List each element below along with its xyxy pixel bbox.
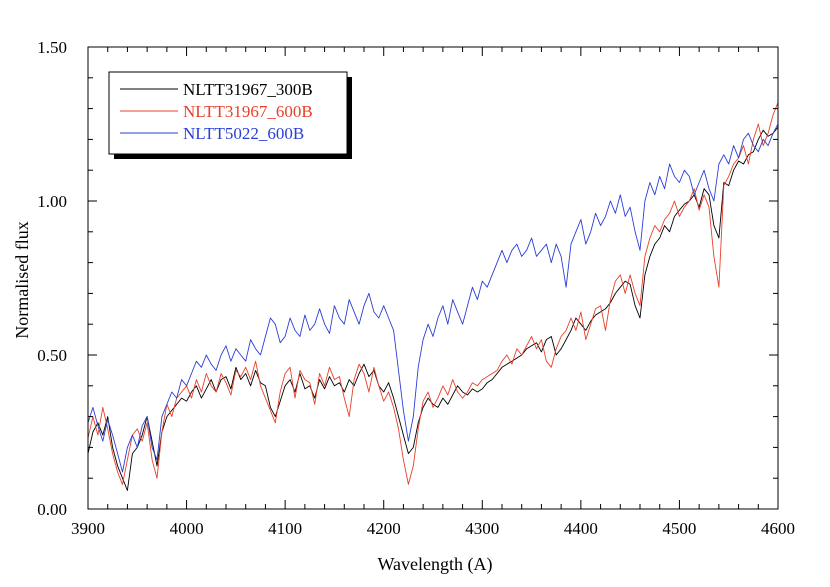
y-tick-label: 1.00 [37,192,67,211]
x-tick-label: 4100 [268,519,302,538]
legend-box [108,71,348,155]
ticks-layer [87,46,779,510]
y-tick-label: 0.50 [37,346,67,365]
plot-frame [87,46,779,510]
legend-label-nltt5022-600b: NLTT5022_600B [183,124,304,143]
series-layer [87,102,779,491]
x-tick-label: 4500 [662,519,696,538]
legend-label-nltt31967-300b: NLTT31967_300B [183,80,313,99]
y-axis-label: Normalised flux [12,221,32,338]
y-tick-labels: 0.00 0.50 1.00 1.50 [37,38,67,519]
x-axis-label: Wavelength (A) [377,554,492,575]
x-tick-label: 4400 [564,519,598,538]
x-tick-label: 4600 [761,519,795,538]
x-tick-label: 4000 [170,519,204,538]
x-tick-label: 4300 [465,519,499,538]
x-tick-labels: 3900 4000 4100 4200 4300 4400 4500 4600 [71,519,795,538]
y-tick-label: 1.50 [37,38,67,57]
legend: NLTT31967_300B NLTT31967_600B NLTT5022_6… [108,71,352,159]
x-tick-label: 4200 [367,519,401,538]
x-tick-label: 3900 [71,519,105,538]
y-tick-label: 0.00 [37,500,67,519]
legend-label-nltt31967-600b: NLTT31967_600B [183,102,313,121]
series-line-0 [87,126,779,491]
series-line-2 [87,123,779,473]
series-line-1 [87,102,779,485]
